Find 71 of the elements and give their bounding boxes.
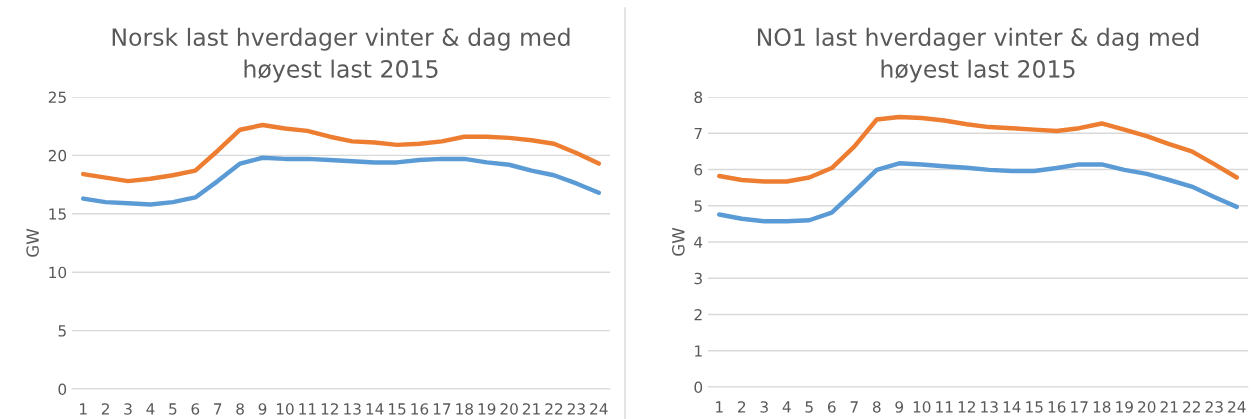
x-tick-label: 8: [872, 401, 881, 413]
x-tick-label: 2: [738, 401, 746, 413]
x-tick-label: 24: [1228, 401, 1246, 413]
x-tick-label: 12: [958, 401, 975, 413]
x-tick-label: 19: [478, 403, 496, 415]
y-tick-label: 20: [48, 149, 67, 162]
x-tick-label: 24: [590, 403, 608, 415]
x-tick-label: 6: [827, 401, 836, 413]
y-tick-label: 0: [58, 383, 67, 396]
line-series: [80, 155, 602, 207]
y-tick-label: 4: [694, 236, 703, 248]
x-tick-label: 13: [981, 401, 998, 413]
x-tick-label: 22: [545, 403, 563, 415]
y-axis-title: GW: [26, 228, 39, 257]
x-tick-label: 1: [80, 403, 87, 415]
x-tick-label: 4: [146, 403, 155, 415]
x-tick-label: 11: [936, 401, 953, 413]
x-tick-label: 18: [1093, 401, 1111, 413]
line-series: [717, 114, 1239, 184]
y-tick-label: 3: [694, 272, 702, 285]
x-tick-label: 7: [850, 401, 858, 413]
x-tick-label: 6: [191, 403, 200, 415]
x-tick-label: 17: [433, 403, 451, 415]
chart-title: Norsk last hverdager vinter & dag med høyest last 2015: [112, 27, 570, 83]
x-tick-label: 5: [805, 401, 813, 413]
x-tick-label: 16: [1048, 401, 1066, 413]
x-tick-label: 9: [258, 403, 267, 415]
x-tick-label: 7: [214, 403, 222, 415]
y-tick-label: 2: [694, 308, 702, 321]
x-tick-label: 20: [500, 403, 518, 415]
x-tick-label: 10: [913, 401, 931, 413]
chart-title: NO1 last hverdager vinter & dag med høyest last 2015: [757, 27, 1199, 83]
y-tick-label: 5: [694, 200, 702, 212]
x-tick-label: 12: [321, 403, 338, 415]
x-tick-label: 20: [1138, 401, 1156, 413]
x-tick-label: 21: [1160, 401, 1178, 413]
y-tick-label: 8: [694, 91, 703, 104]
y-tick-label: 10: [49, 266, 67, 279]
x-tick-label: 11: [299, 403, 316, 415]
y-tick-label: 1: [695, 345, 702, 357]
x-tick-label: 15: [389, 403, 406, 415]
x-tick-label: 15: [1026, 401, 1043, 413]
x-tick-label: 18: [456, 403, 473, 415]
line-series: [80, 122, 602, 184]
y-tick-label: 5: [58, 325, 66, 337]
x-tick-label: 1: [716, 401, 723, 413]
x-tick-label: 4: [782, 401, 791, 413]
x-tick-label: 14: [366, 403, 384, 415]
y-axis-title: GW: [672, 227, 685, 256]
x-tick-label: 8: [236, 403, 244, 415]
x-tick-label: 19: [1116, 401, 1133, 413]
x-tick-label: 3: [760, 401, 768, 413]
y-tick-label: 7: [694, 127, 702, 140]
y-tick-label: 15: [49, 208, 66, 220]
x-tick-label: 13: [344, 403, 361, 415]
y-tick-label: 6: [694, 163, 703, 176]
x-tick-label: 14: [1003, 401, 1021, 413]
x-tick-label: 23: [1205, 401, 1223, 413]
y-tick-label: 0: [694, 381, 703, 394]
x-tick-label: 17: [1071, 401, 1088, 413]
x-tick-label: 16: [411, 403, 429, 415]
x-tick-label: 2: [101, 403, 109, 415]
x-tick-label: 23: [567, 403, 585, 415]
line-series: [717, 161, 1239, 224]
x-tick-label: 5: [169, 403, 177, 415]
x-tick-label: 3: [124, 403, 132, 415]
x-tick-label: 21: [522, 403, 540, 415]
y-tick-label: 25: [48, 91, 66, 104]
x-tick-label: 9: [895, 401, 904, 413]
x-tick-label: 10: [276, 403, 294, 415]
x-tick-label: 22: [1183, 401, 1200, 413]
